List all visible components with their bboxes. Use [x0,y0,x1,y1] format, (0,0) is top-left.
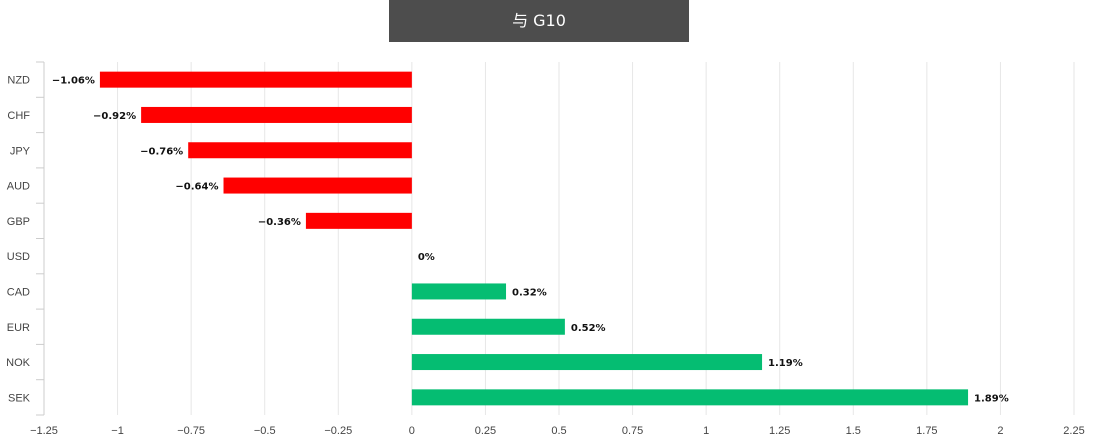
data-label: 0.52% [571,323,606,334]
x-tick-label: −0.5 [254,425,276,437]
bar [411,318,565,335]
bar [99,71,412,88]
category-label: JPY [10,145,31,157]
category-label: AUD [7,181,30,193]
x-tick-label: 1.75 [916,425,937,437]
x-tick-label: 2 [997,425,1003,437]
category-label: SEK [8,392,31,404]
data-label: 1.19% [768,358,803,369]
bar [411,389,969,406]
chart-title: 与 G10 [389,0,689,42]
data-label: −0.36% [258,217,301,228]
x-tick-label: 0.5 [551,425,566,437]
data-label: 0% [418,252,435,263]
x-tick-label: −0.25 [324,425,352,437]
data-label: 1.89% [974,393,1009,404]
bar [411,283,507,300]
data-label: −0.76% [140,146,183,157]
x-tick-label: 0 [409,425,415,437]
x-tick-label: −0.75 [177,425,205,437]
bar [188,142,412,159]
bar [305,212,412,229]
x-tick-label: 1.25 [769,425,790,437]
data-label: −0.64% [175,182,218,193]
x-tick-label: −1 [111,425,124,437]
category-label: CHF [7,110,30,122]
bar [411,354,763,371]
x-tick-label: 1 [703,425,709,437]
data-label: 0.32% [512,287,547,298]
category-label: EUR [7,322,30,334]
category-label: USD [7,251,30,263]
x-tick-label: 0.25 [475,425,496,437]
x-tick-label: 2.25 [1063,425,1084,437]
data-label: −1.06% [52,76,95,87]
x-tick-label: −1.25 [30,425,58,437]
category-label: GBP [7,216,30,228]
x-tick-label: 0.75 [622,425,643,437]
bar [141,106,412,123]
bar [223,177,412,194]
category-label: NOK [6,357,31,369]
category-label: NZD [7,75,30,87]
data-label: −0.92% [93,111,136,122]
x-tick-label: 1.5 [846,425,861,437]
category-label: CAD [7,286,30,298]
